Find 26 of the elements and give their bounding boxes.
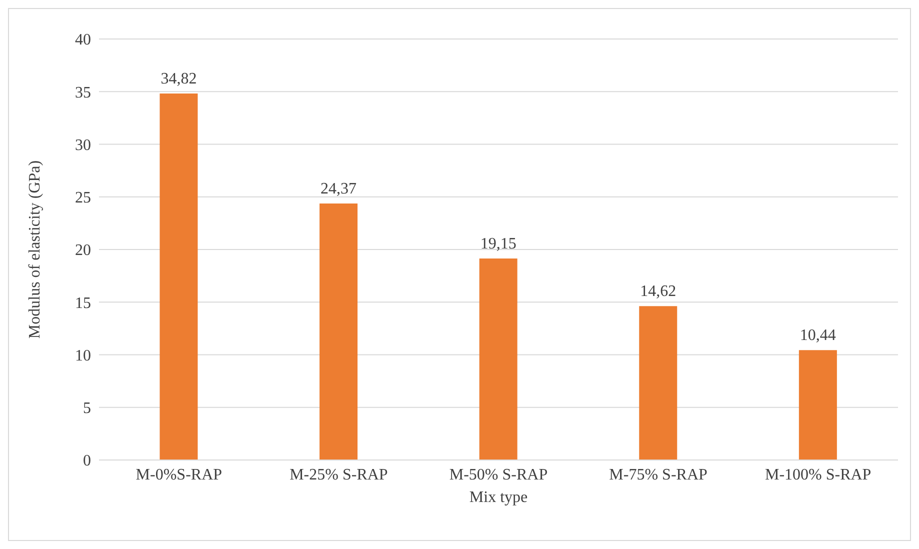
- x-tick-label: M-100% S-RAP: [764, 466, 872, 484]
- bar: [160, 94, 198, 460]
- bar: [479, 258, 518, 460]
- y-tick-label: 25: [75, 190, 91, 207]
- x-axis-title: Mix type: [469, 489, 528, 506]
- x-tick-label: M-25% S-RAP: [290, 466, 388, 484]
- data-label: 24,37: [320, 180, 357, 198]
- bar: [798, 350, 837, 460]
- x-tick-label: M-50% S-RAP: [449, 466, 548, 484]
- y-tick-label: 20: [75, 242, 91, 260]
- y-tick-label: 10: [75, 347, 91, 364]
- y-tick-label: 30: [75, 136, 91, 154]
- data-label: 34,82: [160, 70, 197, 88]
- bar: [320, 204, 358, 460]
- x-tick-label: M-75% S-RAP: [609, 466, 708, 484]
- bar: [639, 306, 678, 460]
- y-tick-label: 5: [83, 400, 91, 418]
- data-label: 19,15: [480, 235, 516, 252]
- y-tick-label: 15: [75, 294, 91, 312]
- x-tick-label: M-0%S-RAP: [136, 466, 222, 484]
- data-label: 14,62: [640, 283, 676, 300]
- y-tick-label: 0: [83, 452, 91, 470]
- y-axis-title: Modulus of elasticity (GPa): [26, 160, 44, 339]
- y-tick-label: 35: [75, 84, 91, 102]
- y-tick-label: 40: [75, 32, 91, 49]
- data-label: 10,44: [800, 327, 836, 344]
